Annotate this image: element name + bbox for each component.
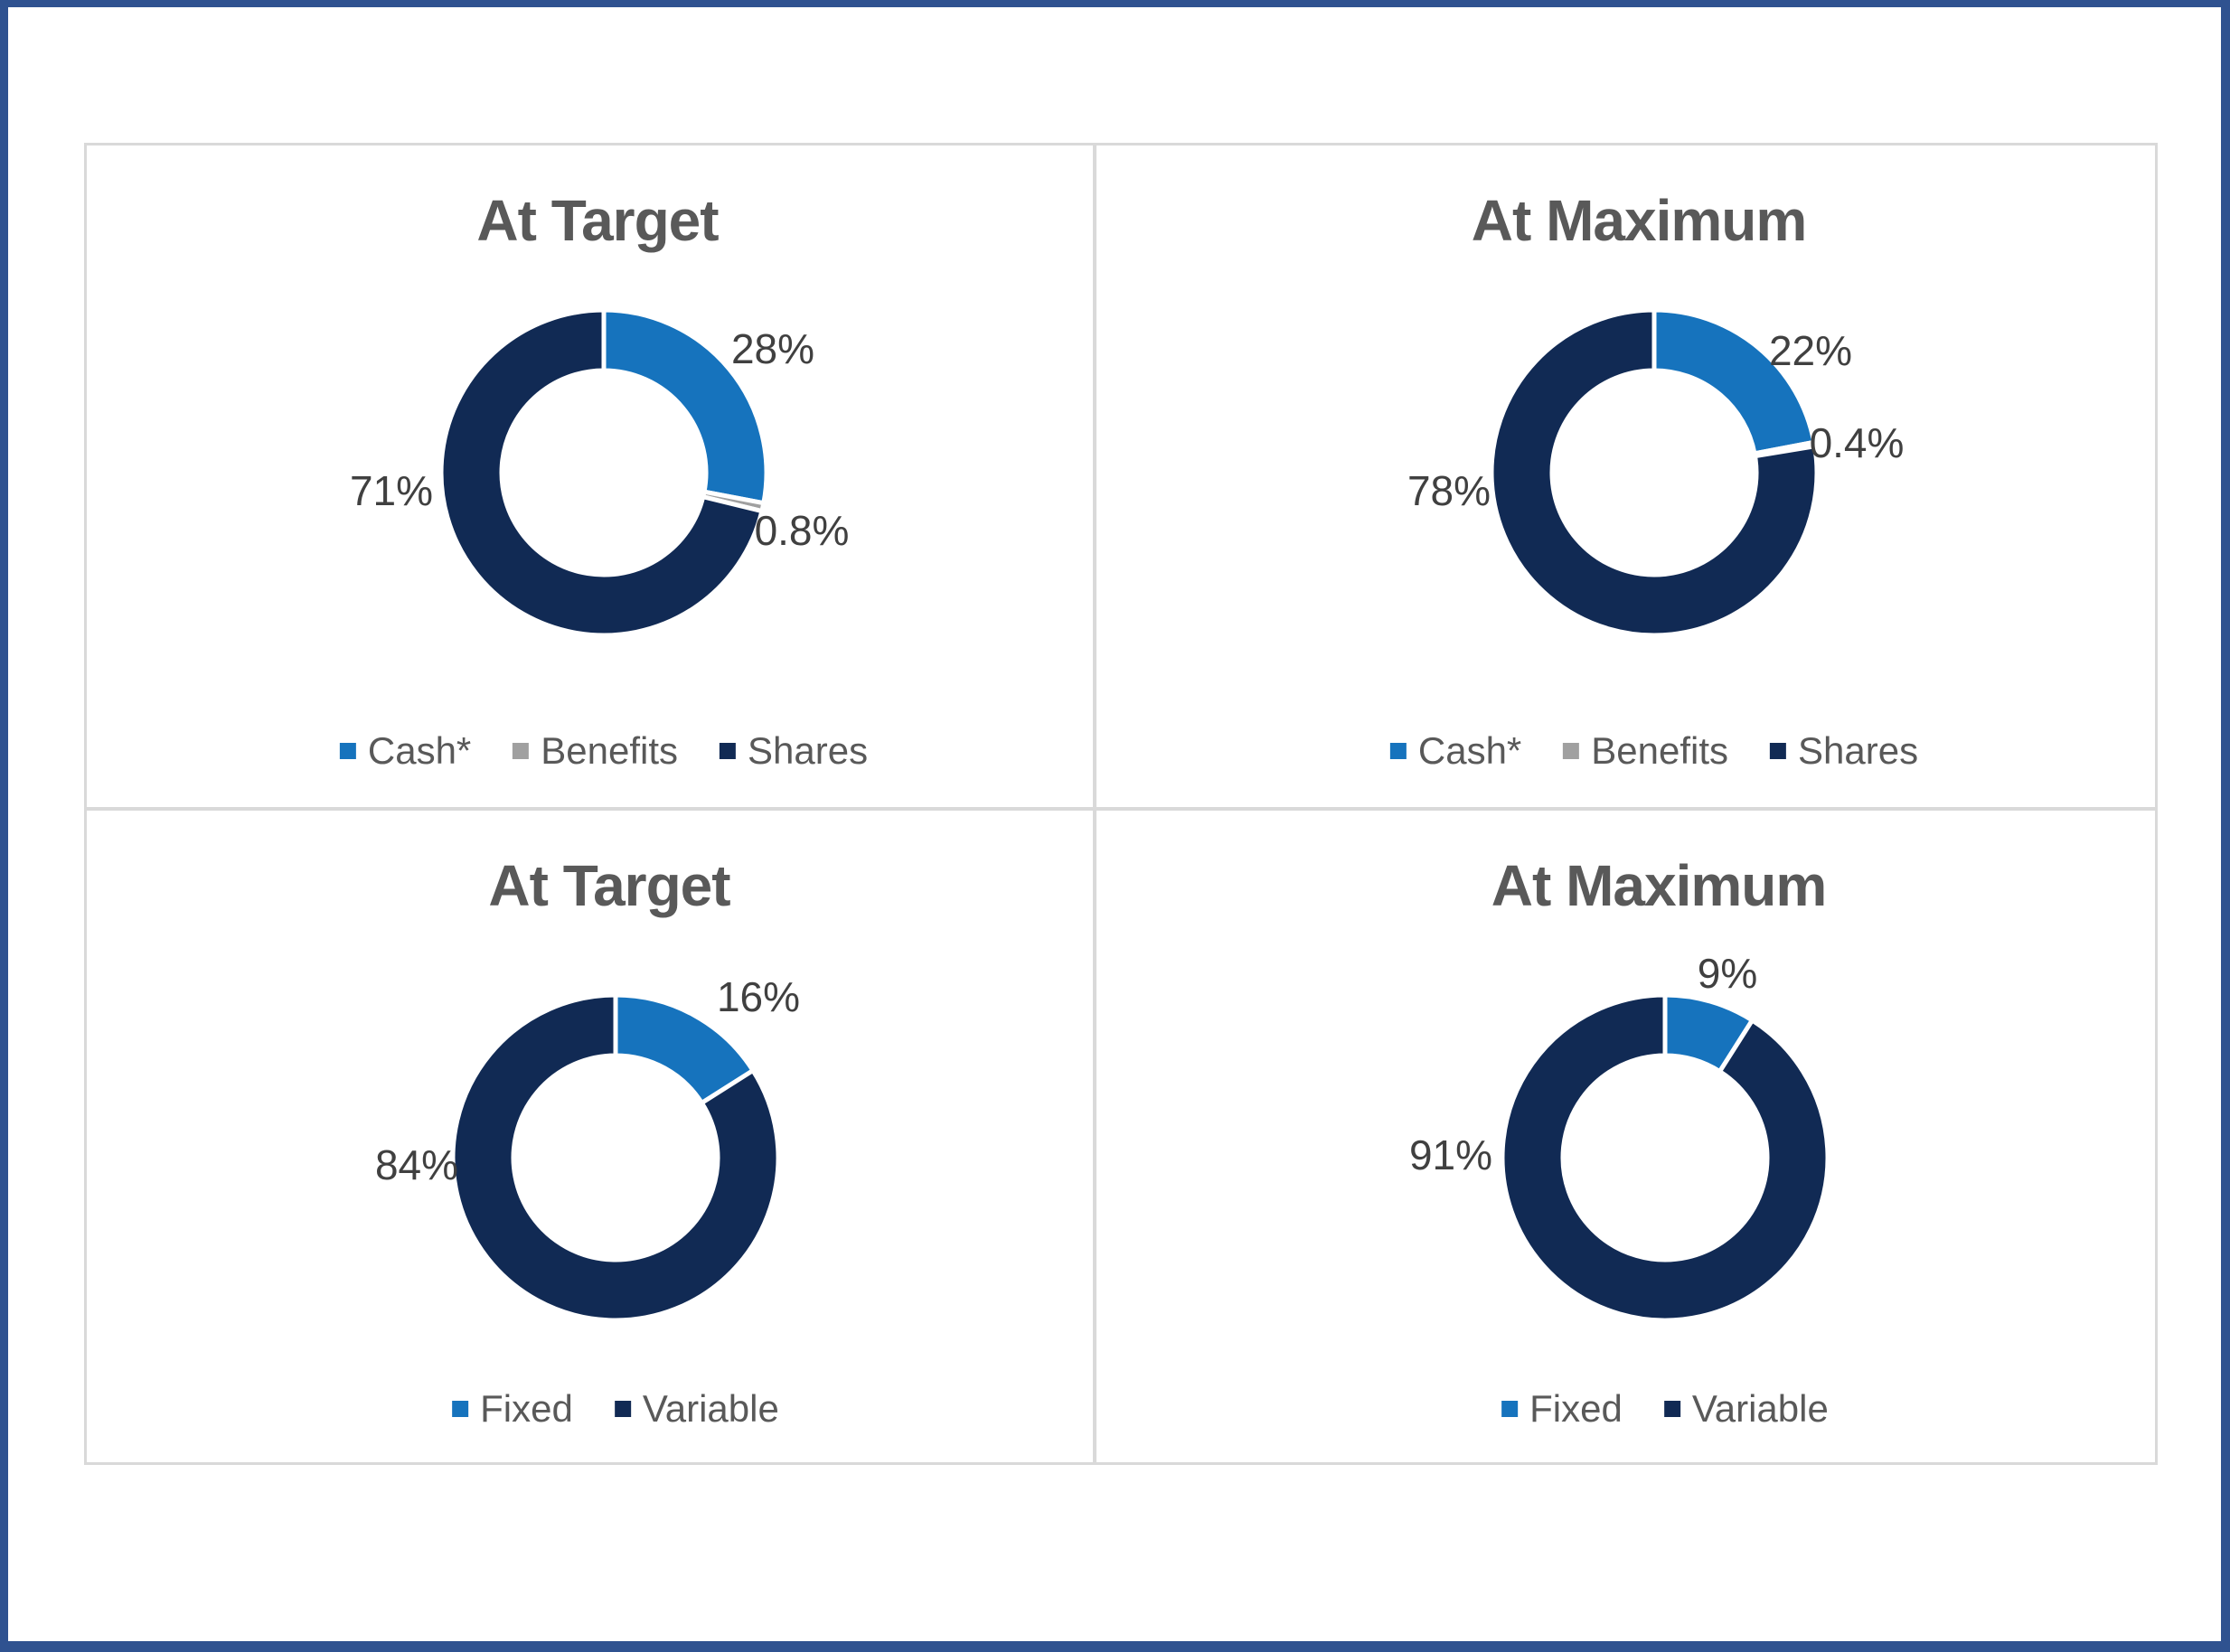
chart-title: At Maximum — [1491, 853, 1827, 918]
chart-legend: Cash* Benefits Shares — [1389, 729, 1918, 773]
legend-swatch-benefits — [513, 743, 530, 759]
legend-item-cash: Cash* — [1389, 729, 1522, 773]
donut-chart-target-fixed-variable — [444, 986, 787, 1329]
data-label-shares: 71% — [349, 467, 434, 514]
donut-chart-target-mix — [432, 301, 776, 644]
data-label-cash: 28% — [730, 325, 815, 372]
donut-slice-cash — [1651, 307, 1817, 456]
charts-panel: At Target 28% 0.8% 71% Cash* Benefits Shar… — [84, 143, 2158, 1465]
legend-label-cash: Cash* — [1417, 729, 1522, 772]
donut-slice-variable — [450, 992, 781, 1323]
data-label-shares: 78% — [1407, 467, 1491, 514]
legend-swatch-benefits — [1563, 743, 1580, 759]
legend-item-variable: Variable — [614, 1387, 779, 1431]
chart-title: At Target — [488, 853, 730, 918]
legend-swatch-cash — [1389, 743, 1407, 759]
legend-item-cash: Cash* — [339, 729, 472, 773]
legend-swatch-variable — [614, 1401, 631, 1417]
data-label-fixed: 9% — [1697, 950, 1758, 997]
chart-cell-top-left: At Target 28% 0.8% 71% Cash* Benefits Shar… — [87, 145, 1096, 811]
legend-label-variable: Variable — [1691, 1387, 1829, 1430]
legend-item-variable: Variable — [1663, 1387, 1829, 1431]
legend-swatch-cash — [339, 743, 356, 759]
donut-slice-cash — [601, 307, 769, 506]
legend-label-benefits: Benefits — [541, 729, 679, 772]
legend-item-benefits: Benefits — [513, 729, 678, 773]
donut-slice-variable — [1500, 992, 1830, 1323]
legend-swatch-fixed — [1501, 1401, 1519, 1417]
chart-cell-bottom-left: At Target 16% 84% Fixed Variable — [87, 811, 1096, 1462]
legend-label-cash: Cash* — [367, 729, 472, 772]
legend-swatch-shares — [1770, 743, 1787, 759]
legend-swatch-variable — [1663, 1401, 1680, 1417]
legend-label-shares: Shares — [1798, 729, 1919, 772]
chart-cell-top-right: At Maximum 22% 0.4% 78% Cash* Benefits Sha… — [1096, 145, 2155, 811]
chart-legend: Fixed Variable — [452, 1387, 779, 1431]
data-label-variable: 91% — [1408, 1131, 1493, 1178]
chart-legend: Cash* Benefits Shares — [339, 729, 868, 773]
legend-label-variable: Variable — [642, 1387, 779, 1430]
donut-slice-shares — [438, 307, 765, 638]
legend-label-fixed: Fixed — [1529, 1387, 1623, 1430]
legend-label-shares: Shares — [748, 729, 869, 772]
legend-label-benefits: Benefits — [1591, 729, 1729, 772]
legend-item-shares: Shares — [720, 729, 868, 773]
data-label-benefits: 0.8% — [754, 507, 850, 554]
legend-item-shares: Shares — [1770, 729, 1918, 773]
data-label-benefits: 0.4% — [1809, 419, 1905, 466]
legend-item-fixed: Fixed — [452, 1387, 573, 1431]
chart-cell-bottom-right: At Maximum 9% 91% Fixed Variable — [1096, 811, 2155, 1462]
data-label-variable: 84% — [374, 1141, 459, 1188]
legend-item-benefits: Benefits — [1563, 729, 1728, 773]
chart-legend: Fixed Variable — [1501, 1387, 1829, 1431]
legend-swatch-shares — [720, 743, 737, 759]
legend-item-fixed: Fixed — [1501, 1387, 1623, 1431]
donut-chart-maximum-fixed-variable — [1493, 986, 1837, 1329]
data-label-cash: 22% — [1768, 327, 1853, 374]
data-label-fixed: 16% — [716, 973, 801, 1020]
chart-title: At Maximum — [1471, 188, 1807, 253]
donut-chart-maximum-mix — [1482, 301, 1826, 644]
donut-slice-shares — [1489, 307, 1820, 638]
chart-title: At Target — [476, 188, 719, 253]
legend-swatch-fixed — [452, 1401, 469, 1417]
legend-label-fixed: Fixed — [480, 1387, 573, 1430]
